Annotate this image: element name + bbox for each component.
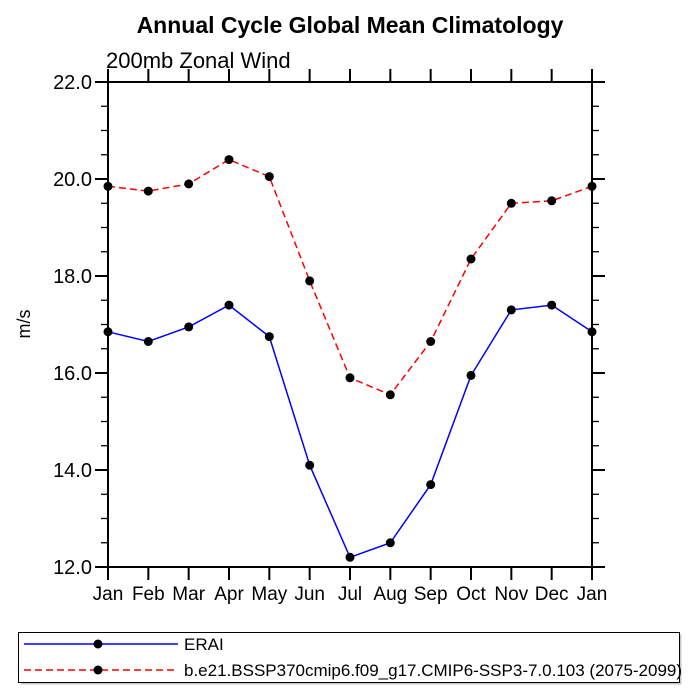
y-tick-label: 20.0 bbox=[53, 169, 92, 191]
x-tick-label: Feb bbox=[132, 584, 165, 605]
data-point bbox=[385, 538, 395, 548]
y-tick-label: 22.0 bbox=[53, 72, 92, 94]
chart-title: Annual Cycle Global Mean Climatology bbox=[137, 12, 564, 38]
x-tick-label: May bbox=[251, 584, 287, 605]
chart-subtitle: 200mb Zonal Wind bbox=[106, 48, 291, 73]
x-tick-label: Jan bbox=[93, 584, 124, 605]
legend-marker-erai bbox=[93, 639, 103, 649]
data-point bbox=[143, 186, 153, 196]
data-point bbox=[184, 179, 194, 189]
legend: ERAI b.e21.BSSP370cmip6.f09_g17.CMIP6-SS… bbox=[18, 632, 682, 685]
legend-label-erai: ERAI bbox=[184, 635, 224, 654]
data-point bbox=[506, 305, 516, 315]
data-point bbox=[345, 552, 355, 562]
plot-frame bbox=[107, 81, 593, 568]
data-point bbox=[224, 155, 234, 165]
data-point bbox=[345, 373, 355, 383]
data-point bbox=[426, 337, 436, 346]
data-point bbox=[103, 181, 113, 191]
data-point bbox=[184, 322, 194, 332]
x-tick-label: Sep bbox=[414, 584, 448, 605]
data-point bbox=[264, 332, 274, 342]
series-line-1 bbox=[107, 158, 593, 396]
x-tick-label: Oct bbox=[456, 584, 486, 605]
data-point bbox=[506, 198, 516, 208]
x-tick-label: Mar bbox=[172, 584, 205, 605]
data-point bbox=[466, 254, 476, 264]
data-point bbox=[143, 337, 153, 346]
data-point bbox=[587, 327, 597, 337]
y-tick-label: 16.0 bbox=[53, 363, 92, 385]
data-point bbox=[426, 480, 436, 490]
data-point bbox=[305, 460, 315, 470]
y-tick-label: 18.0 bbox=[53, 266, 92, 288]
x-tick-label: Jun bbox=[294, 584, 325, 605]
data-point bbox=[224, 300, 234, 310]
x-tick-label: Nov bbox=[494, 584, 528, 605]
axes: 12.0 14.0 16.0 18.0 20.0 22.0 Jan Feb Mar Apr May J… bbox=[53, 69, 607, 605]
x-tick-label: Jul bbox=[338, 584, 362, 605]
x-tick-label: Jan bbox=[577, 584, 608, 605]
data-point bbox=[547, 300, 557, 310]
series-line-0 bbox=[107, 304, 593, 559]
legend-marker-model bbox=[93, 665, 103, 675]
data-point bbox=[466, 370, 476, 380]
data-series bbox=[103, 155, 597, 562]
y-axis-title: m/s bbox=[14, 310, 34, 339]
x-tick-label: Aug bbox=[373, 584, 407, 605]
data-point bbox=[264, 172, 274, 182]
data-point bbox=[385, 390, 395, 400]
data-point bbox=[305, 276, 315, 286]
data-point bbox=[587, 181, 597, 191]
x-tick-label: Dec bbox=[535, 584, 569, 605]
legend-box bbox=[18, 632, 680, 683]
x-tick-label: Apr bbox=[214, 584, 244, 605]
y-tick-label: 12.0 bbox=[53, 557, 92, 579]
legend-label-model: b.e21.BSSP370cmip6.f09_g17.CMIP6-SSP3-7.… bbox=[184, 661, 682, 680]
data-point bbox=[547, 196, 557, 206]
y-tick-label: 14.0 bbox=[53, 460, 92, 482]
data-point bbox=[103, 327, 113, 337]
